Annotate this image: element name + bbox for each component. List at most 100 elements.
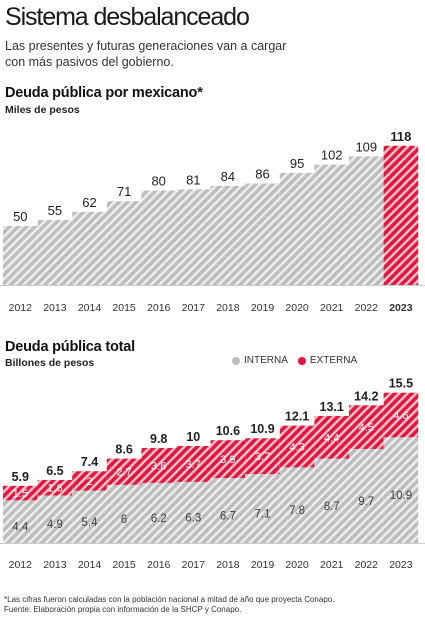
x-tick-2018: 2018 <box>216 559 240 571</box>
interna-label-2017: 6.3 <box>185 512 201 524</box>
legend-label-interna: INTERNA <box>244 355 288 366</box>
bar-2013 <box>37 220 73 285</box>
total-label-2014: 7.4 <box>81 455 98 469</box>
bar-interna-2013 <box>37 495 73 543</box>
externa-label-2023: 4.6 <box>393 410 408 422</box>
legend-dot-externa <box>297 356 306 365</box>
bar-interna-2012 <box>3 500 38 543</box>
value-label-2020: 95 <box>290 156 304 171</box>
bar-2014 <box>72 211 107 285</box>
legend-dot-interna <box>232 356 240 365</box>
total-label-2015: 8.6 <box>115 443 132 457</box>
bar-interna-2018 <box>210 478 246 543</box>
subtitle-line-2: con más pasivos del gobierno. <box>5 55 174 69</box>
bar-2019 <box>245 183 280 285</box>
bar-interna-2015 <box>106 484 142 543</box>
total-label-2013: 6.5 <box>46 464 63 478</box>
chart1-title: Deuda pública por mexicano* <box>5 85 203 101</box>
bar-externa-2012 <box>3 485 38 501</box>
interna-label-2023: 10.9 <box>390 490 412 502</box>
interna-label-2016: 6.2 <box>151 513 167 525</box>
bar-2018 <box>210 185 246 285</box>
total-label-2021: 13.1 <box>320 400 344 414</box>
bar-interna-2021 <box>314 458 349 543</box>
value-label-2022: 109 <box>355 139 377 154</box>
legend-label-externa: EXTERNA <box>309 355 358 366</box>
x-tick-2019: 2019 <box>251 559 275 571</box>
bar-2021 <box>314 164 349 285</box>
x-tick-2012: 2012 <box>9 302 33 314</box>
externa-label-2017: 3.7 <box>186 459 201 471</box>
chart2-legend: INTERNA EXTERNA <box>232 355 367 366</box>
x-tick-2012: 2012 <box>9 559 33 571</box>
bar-2016 <box>141 190 176 285</box>
bar-externa-2020 <box>279 425 315 468</box>
bar-2012 <box>3 226 38 285</box>
chart1-unit-label: Miles de pesos <box>5 104 80 116</box>
total-label-2016: 9.8 <box>150 432 167 446</box>
bar-externa-2022 <box>349 405 384 449</box>
bar-interna-2020 <box>279 467 315 543</box>
page-title: Sistema desbalanceado <box>5 3 250 31</box>
value-label-2023: 118 <box>390 129 411 144</box>
value-label-2017: 81 <box>186 172 200 187</box>
x-tick-2014: 2014 <box>78 559 102 571</box>
x-tick-2022: 2022 <box>355 302 379 314</box>
bar-2022 <box>349 156 384 285</box>
externa-label-2022: 4.5 <box>359 422 374 434</box>
interna-label-2014: 5.4 <box>82 517 99 529</box>
x-tick-2021: 2021 <box>320 302 344 314</box>
interna-label-2020: 7.8 <box>289 505 305 517</box>
x-tick-2017: 2017 <box>182 559 206 571</box>
externa-label-2015: 2.7 <box>116 467 131 479</box>
bar-externa-2019 <box>245 438 280 475</box>
total-label-2017: 10 <box>186 430 200 444</box>
total-label-2023: 15.5 <box>389 377 413 391</box>
bar-2020 <box>279 172 315 285</box>
externa-label-2014: 2 <box>86 476 92 488</box>
bar-externa-2014 <box>72 471 107 491</box>
bar-interna-2023 <box>383 437 419 543</box>
x-tick-2020: 2020 <box>285 559 309 571</box>
value-label-2014: 62 <box>82 195 96 210</box>
interna-label-2013: 4.9 <box>47 519 63 531</box>
source-note: Fuente: Elaboración propia con informaci… <box>4 605 242 614</box>
subtitle-line-1: Las presentes y futuras generaciones van… <box>5 39 287 53</box>
bar-interna-2014 <box>72 490 107 543</box>
interna-label-2019: 7.1 <box>255 509 271 521</box>
externa-label-2019: 3.7 <box>255 451 270 463</box>
total-label-2018: 10.6 <box>216 424 240 438</box>
bar-2023 <box>383 145 419 285</box>
externa-label-2013: 1.6 <box>47 483 62 495</box>
bar-interna-2019 <box>245 474 280 543</box>
bar-externa-2023 <box>383 392 419 438</box>
externa-label-2016: 3.6 <box>151 460 166 472</box>
externa-label-2021: 4.4 <box>324 432 339 444</box>
x-tick-2013: 2013 <box>43 302 67 314</box>
externa-label-2020: 4.3 <box>289 441 304 453</box>
value-label-2019: 86 <box>255 167 269 182</box>
footnote: *Las cifras fueron calculadas con la pob… <box>4 595 335 604</box>
x-tick-2019: 2019 <box>251 302 275 314</box>
chart1-per-capita-debt: 50 2012 55 2013 62 2014 71 2015 80 2016 81 2017 84 20… <box>0 129 425 314</box>
chart2-title: Deuda pública total <box>5 339 135 355</box>
bar-2017 <box>176 189 211 285</box>
interna-label-2021: 8.7 <box>324 501 340 513</box>
value-label-2015: 71 <box>117 184 131 199</box>
x-tick-2017: 2017 <box>182 302 206 314</box>
x-tick-2021: 2021 <box>320 559 344 571</box>
bar-interna-2022 <box>349 448 384 543</box>
value-label-2012: 50 <box>13 209 27 224</box>
bar-externa-2018 <box>210 440 246 479</box>
bar-externa-2021 <box>314 415 349 459</box>
interna-label-2022: 9.7 <box>358 496 374 508</box>
x-tick-2023: 2023 <box>389 559 413 571</box>
bar-externa-2013 <box>37 479 73 496</box>
bar-externa-2015 <box>106 458 142 485</box>
value-label-2018: 84 <box>221 169 235 184</box>
externa-label-2018: 3.9 <box>220 454 235 466</box>
chart2-unit-label: Billones de pesos <box>5 357 95 369</box>
bar-externa-2016 <box>141 447 176 483</box>
interna-label-2015: 6 <box>121 514 127 526</box>
total-label-2012: 5.9 <box>12 470 29 484</box>
